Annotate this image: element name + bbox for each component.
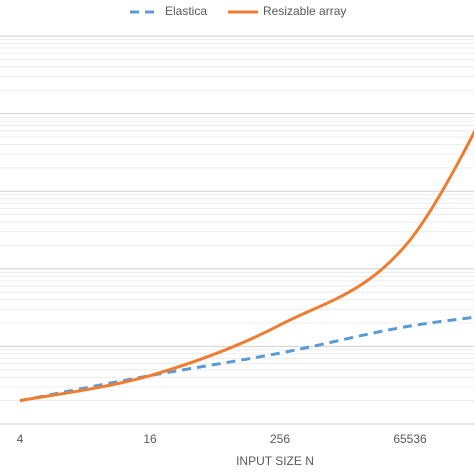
x-tick-label: 16 xyxy=(143,432,157,446)
legend-label: Resizable array xyxy=(263,4,346,18)
series-line xyxy=(19,315,474,403)
series-line xyxy=(19,129,474,403)
x-tick-label: 65536 xyxy=(393,432,427,446)
x-tick-label: 256 xyxy=(270,432,290,446)
x-axis-title: INPUT SIZE N xyxy=(236,454,314,468)
x-tick-label: 4 xyxy=(17,432,24,446)
plot-area xyxy=(19,129,474,403)
legend-label: Elastica xyxy=(165,4,207,18)
